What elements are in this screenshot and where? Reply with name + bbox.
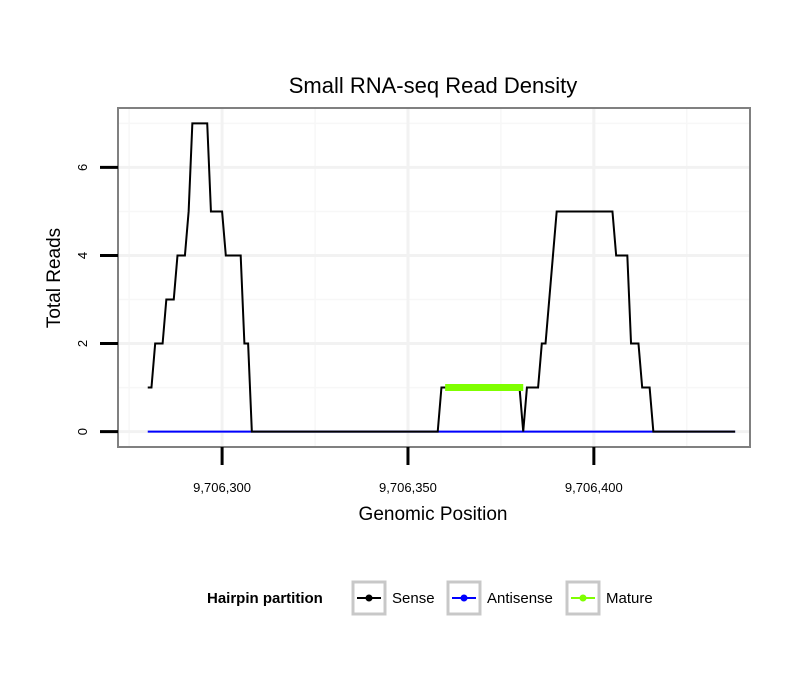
legend-label-antisense: Antisense [487, 590, 553, 607]
y-tick-label: 6 [75, 164, 90, 171]
x-axis: 9,706,300 9,706,350 9,706,400 [193, 447, 623, 495]
legend: Hairpin partition Sense Antisense Mature [207, 580, 653, 616]
legend-item-antisense: Antisense [446, 580, 553, 616]
x-tick-label: 9,706,400 [565, 480, 623, 495]
legend-dot-mature [579, 594, 587, 602]
series-sense-line [147, 122, 736, 433]
y-tick-label: 0 [75, 428, 90, 435]
legend-item-sense: Sense [351, 580, 435, 616]
legend-dot-sense [365, 594, 373, 602]
legend-item-mature: Mature [565, 580, 653, 616]
plot-background [118, 108, 750, 447]
chart-title: Small RNA-seq Read Density [289, 73, 578, 98]
series-layer [147, 122, 736, 433]
legend-title: Hairpin partition [207, 590, 323, 607]
y-axis: 0 2 4 6 [75, 164, 118, 435]
y-axis-label: Total Reads [44, 228, 65, 328]
x-tick-label: 9,706,300 [193, 480, 251, 495]
x-tick-label: 9,706,350 [379, 480, 437, 495]
legend-label-sense: Sense [392, 590, 435, 607]
legend-dot-antisense [460, 594, 468, 602]
y-tick-label: 2 [75, 340, 90, 347]
y-tick-label: 4 [75, 252, 90, 259]
plot-border [117, 107, 751, 448]
legend-label-mature: Mature [606, 590, 653, 607]
x-axis-label: Genomic Position [359, 504, 508, 525]
